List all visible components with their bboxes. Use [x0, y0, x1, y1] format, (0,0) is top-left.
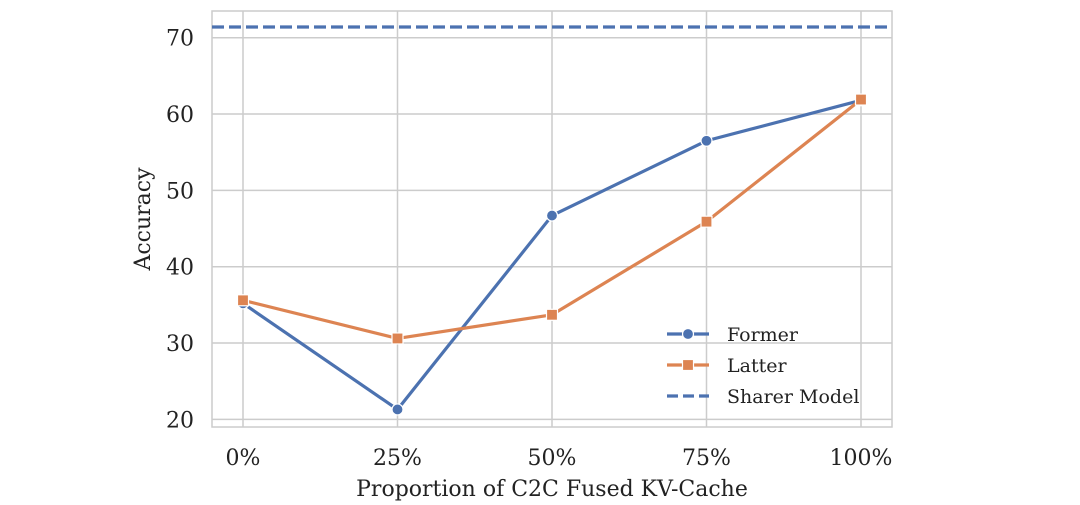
x-axis-label: Proportion of C2C Fused KV-Cache — [356, 477, 748, 502]
data-point-latter — [236, 294, 250, 307]
data-point-latter — [391, 332, 404, 345]
x-tick-label: 0% — [226, 446, 261, 471]
series-lines — [236, 93, 868, 416]
grid-lines — [212, 11, 892, 427]
data-point-former — [391, 403, 404, 416]
y-tick-labels: 20 30 40 50 60 70 — [166, 27, 194, 434]
y-tick-label: 50 — [166, 179, 194, 204]
x-tick-labels: 0% 25% 50% 75% 100% — [226, 446, 893, 471]
legend: Former Latter Sharer Model — [667, 324, 859, 408]
y-tick-label: 30 — [166, 332, 194, 357]
x-tick-label: 25% — [373, 446, 422, 471]
x-tick-label: 50% — [528, 446, 577, 471]
x-tick-label: 75% — [682, 446, 731, 471]
y-axis-label: Accuracy — [131, 167, 156, 272]
data-point-latter — [854, 93, 868, 106]
legend-label-sharer-model: Sharer Model — [727, 386, 859, 408]
y-tick-label: 60 — [166, 103, 194, 128]
legend-marker-latter — [681, 358, 695, 372]
x-tick-label: 100% — [830, 446, 893, 471]
y-tick-label: 20 — [166, 408, 194, 433]
data-point-latter — [700, 215, 713, 228]
legend-marker-former — [681, 327, 695, 341]
data-point-former — [700, 134, 713, 147]
legend-label-latter: Latter — [727, 355, 787, 377]
data-point-former — [545, 209, 559, 222]
plot-frame — [211, 10, 893, 428]
data-point-latter — [545, 308, 559, 321]
y-tick-label: 70 — [166, 27, 194, 52]
y-tick-label: 40 — [166, 256, 194, 281]
legend-label-former: Former — [727, 324, 799, 346]
